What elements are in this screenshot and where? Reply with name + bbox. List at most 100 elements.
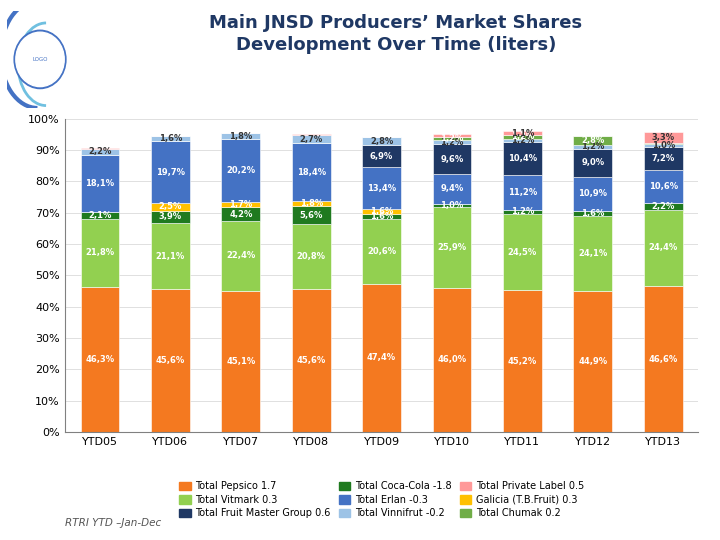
- Text: 45,6%: 45,6%: [297, 356, 326, 365]
- Text: 24,4%: 24,4%: [649, 244, 678, 252]
- Circle shape: [16, 32, 64, 86]
- Text: 1,6%: 1,6%: [581, 209, 605, 218]
- Bar: [222, 207, 260, 221]
- Text: 18,1%: 18,1%: [86, 179, 114, 188]
- Bar: [362, 167, 401, 209]
- Bar: [573, 211, 612, 216]
- Bar: [81, 287, 120, 432]
- Bar: [644, 202, 683, 210]
- Bar: [222, 139, 260, 202]
- Text: 3,9%: 3,9%: [159, 212, 182, 221]
- Text: 1,6%: 1,6%: [370, 212, 393, 221]
- Text: LOGO: LOGO: [32, 57, 48, 62]
- Text: 2,1%: 2,1%: [89, 211, 112, 220]
- Bar: [644, 144, 683, 147]
- Bar: [573, 216, 612, 292]
- Text: 24,5%: 24,5%: [508, 247, 537, 256]
- Text: 1,0%: 1,0%: [652, 141, 675, 150]
- Text: 7,2%: 7,2%: [652, 154, 675, 163]
- Text: 1,2%: 1,2%: [581, 142, 605, 151]
- Bar: [644, 210, 683, 286]
- Text: 3,3%: 3,3%: [652, 133, 675, 142]
- Text: 21,8%: 21,8%: [86, 248, 114, 258]
- Bar: [503, 175, 541, 210]
- Text: 1,8%: 1,8%: [229, 132, 253, 140]
- Bar: [151, 203, 190, 211]
- Text: 20,8%: 20,8%: [297, 252, 325, 261]
- Text: 10,9%: 10,9%: [578, 190, 607, 198]
- Bar: [151, 136, 190, 141]
- Bar: [362, 209, 401, 214]
- Text: 22,4%: 22,4%: [226, 251, 256, 260]
- Bar: [292, 135, 330, 143]
- Text: 19,7%: 19,7%: [156, 168, 185, 177]
- Bar: [433, 204, 472, 207]
- Bar: [503, 139, 541, 142]
- Text: 1,2%: 1,2%: [510, 132, 534, 141]
- Text: 2,5%: 2,5%: [158, 202, 182, 212]
- Text: 10,6%: 10,6%: [649, 181, 678, 191]
- Text: 45,6%: 45,6%: [156, 356, 185, 365]
- Text: 46,6%: 46,6%: [649, 355, 678, 363]
- Text: 11,2%: 11,2%: [508, 188, 537, 197]
- Bar: [151, 211, 190, 223]
- Bar: [362, 284, 401, 432]
- Bar: [81, 147, 120, 149]
- Text: 20,2%: 20,2%: [226, 166, 256, 175]
- Bar: [222, 291, 260, 432]
- Text: RTRI YTD –Jan-Dec: RTRI YTD –Jan-Dec: [65, 518, 161, 529]
- Bar: [644, 286, 683, 432]
- Bar: [222, 202, 260, 207]
- Text: 1,8%: 1,8%: [300, 199, 323, 208]
- Text: 2,7%: 2,7%: [300, 134, 323, 144]
- Bar: [81, 148, 120, 156]
- Bar: [503, 210, 541, 214]
- Text: 2,8%: 2,8%: [370, 137, 393, 146]
- Bar: [433, 134, 472, 137]
- Text: 1,2%: 1,2%: [510, 207, 534, 217]
- Text: 4,2%: 4,2%: [229, 210, 253, 219]
- Text: 24,1%: 24,1%: [578, 249, 608, 258]
- Text: 2,2%: 2,2%: [89, 147, 112, 157]
- Bar: [292, 143, 330, 201]
- Bar: [503, 291, 541, 432]
- Bar: [573, 177, 612, 211]
- Text: 1,6%: 1,6%: [370, 207, 393, 216]
- Bar: [433, 207, 472, 288]
- Text: 1,2%: 1,2%: [510, 136, 534, 145]
- Bar: [433, 140, 472, 144]
- Text: 6,9%: 6,9%: [370, 152, 393, 161]
- Legend: Total Pepsico 1.7, Total Vitmark 0.3, Total Fruit Master Group 0.6, Total Coca-C: Total Pepsico 1.7, Total Vitmark 0.3, To…: [175, 477, 588, 522]
- Bar: [222, 220, 260, 291]
- Bar: [503, 131, 541, 135]
- Text: 18,4%: 18,4%: [297, 167, 325, 177]
- Bar: [503, 214, 541, 291]
- Bar: [222, 133, 260, 139]
- Text: 46,0%: 46,0%: [438, 355, 467, 364]
- Bar: [81, 156, 120, 212]
- Text: 21,1%: 21,1%: [156, 252, 185, 261]
- Text: 9,0%: 9,0%: [581, 158, 604, 167]
- Text: 1,2%: 1,2%: [441, 134, 464, 143]
- Text: 25,9%: 25,9%: [438, 243, 467, 252]
- Bar: [573, 145, 612, 148]
- Bar: [81, 212, 120, 219]
- Bar: [362, 219, 401, 284]
- Bar: [292, 224, 330, 289]
- Bar: [644, 143, 683, 144]
- Text: 5,6%: 5,6%: [300, 211, 323, 220]
- Text: 45,2%: 45,2%: [508, 357, 537, 366]
- Text: 13,4%: 13,4%: [367, 184, 396, 193]
- Text: 9,4%: 9,4%: [441, 185, 464, 193]
- Bar: [503, 142, 541, 175]
- Bar: [573, 148, 612, 177]
- Bar: [503, 135, 541, 139]
- Bar: [433, 288, 472, 432]
- Bar: [644, 132, 683, 143]
- Circle shape: [14, 30, 66, 89]
- Text: 20,6%: 20,6%: [367, 247, 396, 256]
- Bar: [151, 141, 190, 203]
- Bar: [433, 174, 472, 204]
- Bar: [292, 289, 330, 432]
- Bar: [362, 214, 401, 219]
